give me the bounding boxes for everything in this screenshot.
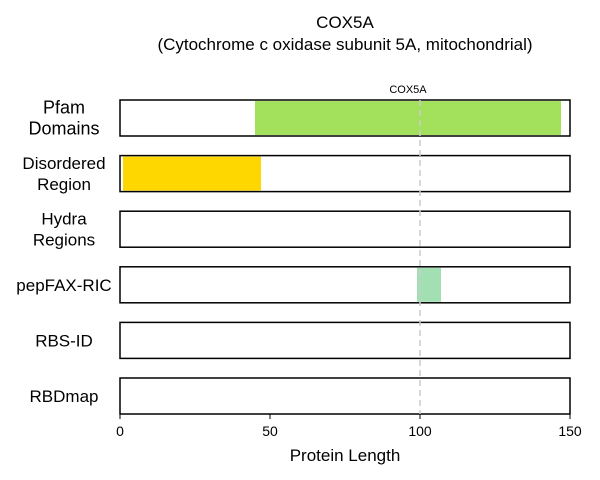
track-row: pepFAX-RIC (16, 266, 571, 304)
x-tick-label: 150 (558, 423, 582, 439)
track-frame (119, 266, 571, 304)
track-frame (119, 377, 571, 415)
track-label: Disordered Region (22, 154, 105, 194)
track-frame (119, 210, 571, 248)
track-row: Disordered Region (22, 154, 571, 194)
track-label: pepFAX-RIC (16, 276, 111, 295)
track-frame (119, 99, 571, 137)
annotation-label: COX5A (389, 84, 427, 96)
track-label: Pfam Domains (28, 98, 99, 139)
tracks-layer: Pfam Domains Disordered Region Hydra Regions p… (16, 98, 571, 415)
chart-title: COX5A (316, 13, 374, 32)
chart-subtitle: (Cytochrome c oxidase subunit 5A, mitoch… (157, 35, 532, 54)
track-segment (255, 101, 561, 135)
track-row: Hydra Regions (33, 210, 571, 250)
x-axis-label: Protein Length (290, 446, 401, 465)
x-tick-label: 100 (408, 423, 432, 439)
track-segment (123, 156, 261, 191)
track-label: RBDmap (30, 387, 99, 406)
x-axis: 0 50 100 150 (116, 414, 582, 439)
track-background (120, 378, 570, 414)
track-background (120, 211, 570, 248)
track-label: RBS-ID (35, 331, 93, 350)
track-frame (119, 154, 571, 193)
track-label: Hydra Regions (33, 210, 95, 250)
track-background (120, 266, 570, 303)
track-segment (417, 267, 441, 302)
x-tick-label: 0 (116, 423, 124, 439)
track-row: RBS-ID (35, 321, 571, 360)
track-background (120, 322, 570, 359)
track-row: RBDmap (30, 377, 571, 415)
track-frame (119, 321, 571, 360)
x-tick-label: 50 (262, 423, 278, 439)
annotation-layer: COX5A (389, 84, 427, 414)
track-row: Pfam Domains (28, 98, 571, 139)
